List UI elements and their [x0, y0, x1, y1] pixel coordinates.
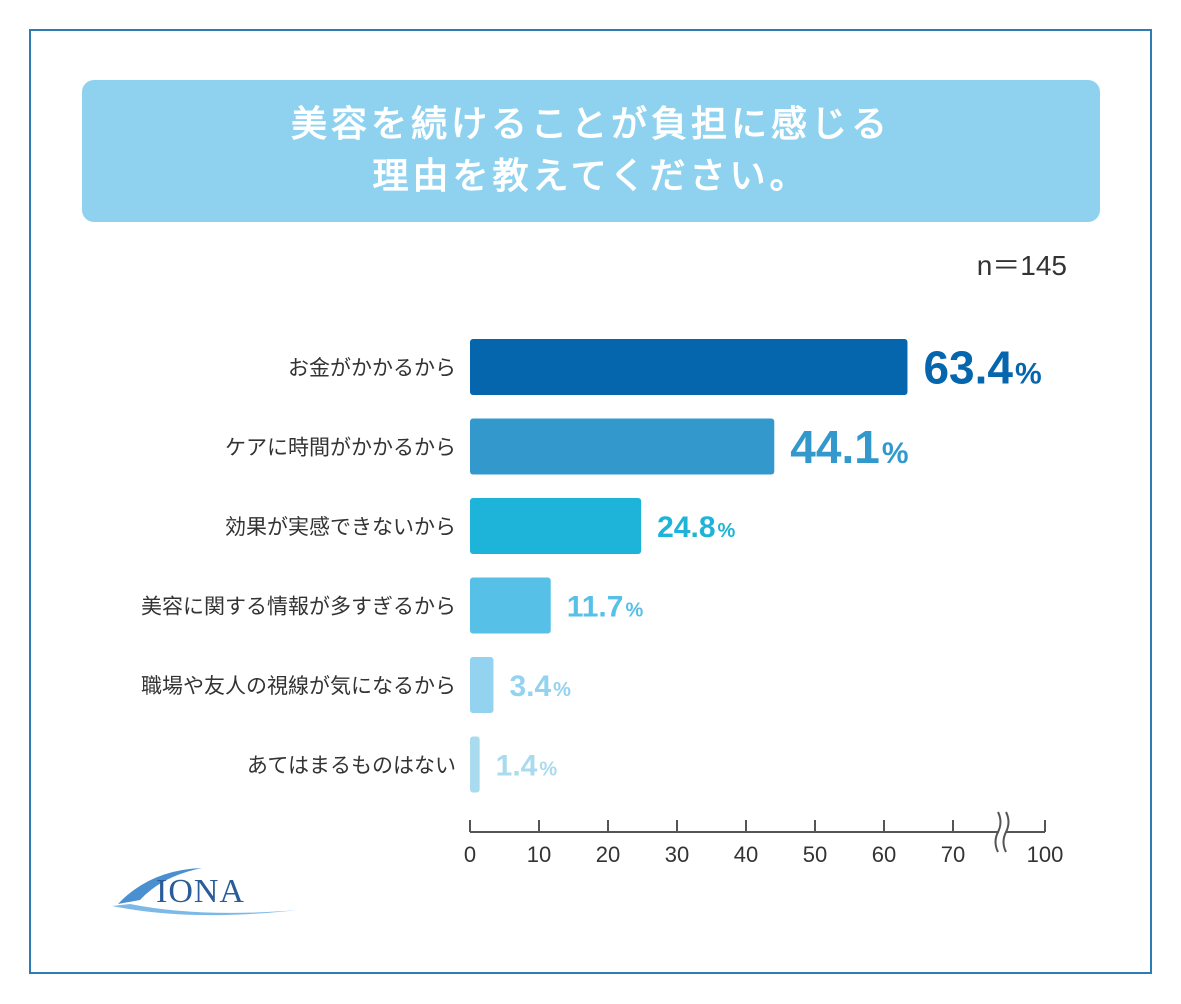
category-label: 職場や友人の視線が気になるから: [141, 674, 456, 698]
sample-size: n＝145: [976, 250, 1067, 281]
category-label: お金がかかるから: [288, 356, 456, 380]
value-label: 63.4%: [923, 342, 1041, 394]
bar: [470, 577, 551, 634]
value-label: 3.4%: [509, 670, 571, 703]
x-tick-label: 30: [665, 842, 689, 867]
bar: [470, 657, 494, 713]
x-tick-label: 20: [596, 842, 620, 867]
x-tick-label: 100: [1027, 842, 1064, 867]
bar: [470, 418, 775, 475]
logo-text: IONA: [156, 873, 245, 910]
value-label: 1.4%: [496, 749, 558, 782]
x-tick-label: 70: [941, 842, 965, 867]
title-banner: 美容を続けることが負担に感じる 理由を教えてください。: [82, 80, 1100, 222]
value-unit: %: [882, 437, 909, 470]
x-tick-label: 60: [872, 842, 896, 867]
category-label: 効果が実感できないから: [225, 515, 456, 539]
x-tick-label: 50: [803, 842, 827, 867]
value-label: 44.1%: [790, 421, 908, 473]
category-label: あてはまるものはない: [247, 754, 456, 778]
logo-swoosh-bottom: [112, 904, 298, 916]
bar: [470, 339, 908, 395]
value-unit: %: [553, 679, 571, 701]
title-line-1: 美容を続けることが負担に感じる: [290, 104, 891, 145]
value-unit: %: [625, 599, 643, 621]
title-line-2: 理由を教えてください。: [372, 156, 810, 197]
value-label: 24.8%: [657, 511, 735, 544]
x-tick-label: 40: [734, 842, 758, 867]
bar: [470, 736, 480, 793]
category-label: ケアに時間がかかるから: [225, 436, 456, 460]
value-unit: %: [1015, 358, 1042, 391]
value-label: 11.7%: [567, 590, 644, 623]
axis-break-mark: [1002, 811, 1010, 853]
x-tick-label: 0: [464, 842, 476, 867]
value-unit: %: [539, 758, 557, 780]
value-unit: %: [718, 520, 736, 542]
x-tick-label: 10: [527, 842, 551, 867]
category-label: 美容に関する情報が多すぎるから: [141, 595, 456, 619]
axis-break-mark: [994, 811, 1002, 853]
logo-swoosh-top: [118, 868, 202, 904]
bar: [470, 498, 642, 554]
iona-logo: IONA: [112, 868, 298, 916]
